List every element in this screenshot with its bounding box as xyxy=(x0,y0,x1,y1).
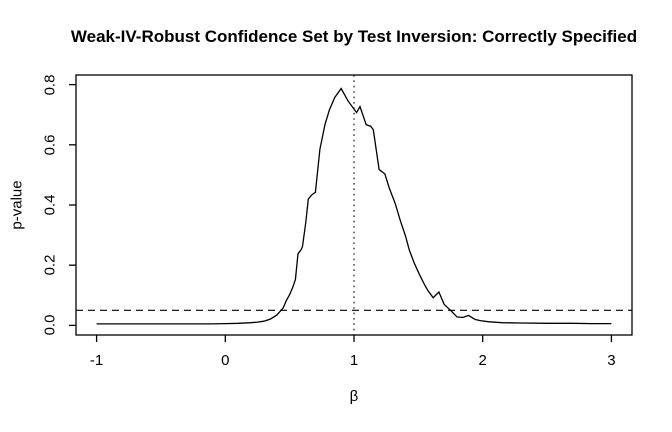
y-tick-label: 0.8 xyxy=(41,74,59,96)
y-tick-label: 0.4 xyxy=(41,194,59,216)
y-tick-label: 0.6 xyxy=(41,134,59,156)
x-tick-label: 2 xyxy=(478,352,487,369)
y-axis-label: p-value xyxy=(8,180,26,230)
chart-title: Weak-IV-Robust Confidence Set by Test In… xyxy=(70,27,638,46)
y-axis-ticks xyxy=(69,83,76,327)
x-tick-label: 0 xyxy=(221,352,230,369)
x-axis-label: β xyxy=(349,388,359,405)
x-tick-label: -1 xyxy=(89,352,104,369)
p-value-curve xyxy=(96,87,612,325)
x-axis-ticks xyxy=(95,335,613,342)
y-tick-label: 0.0 xyxy=(41,314,59,336)
x-tick-label: 3 xyxy=(607,352,616,369)
y-tick-label: 0.2 xyxy=(41,254,59,276)
x-tick-label: 1 xyxy=(349,352,359,369)
